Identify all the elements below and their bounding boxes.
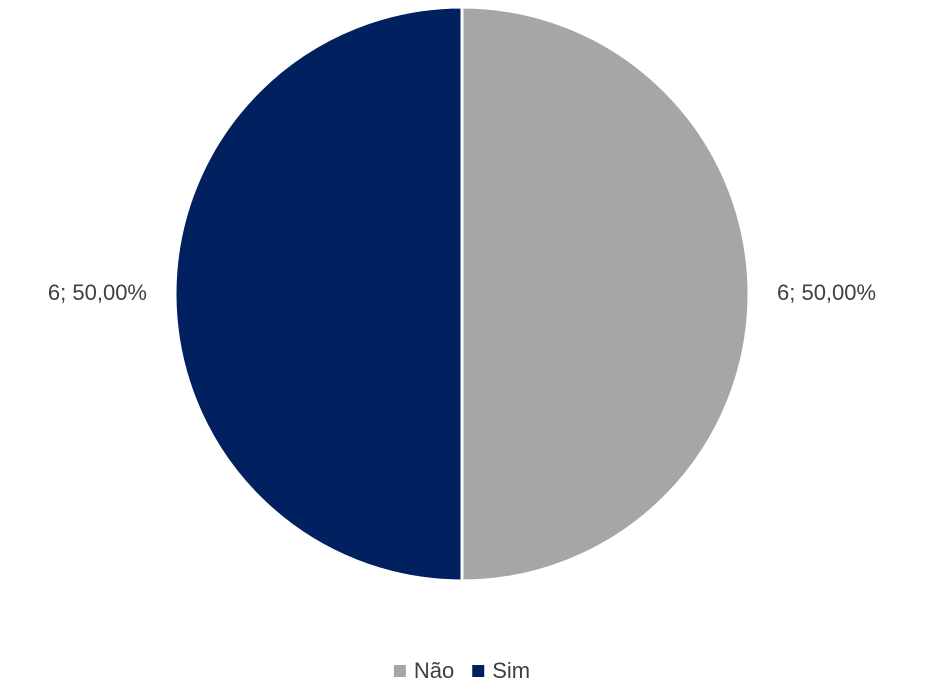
pie-slice-sim bbox=[173, 5, 464, 583]
data-label-nao: 6; 50,00% bbox=[777, 280, 876, 305]
data-labels: 6; 50,00% 6; 50,00% bbox=[48, 280, 876, 305]
pie-slice-nao bbox=[460, 5, 751, 583]
legend-label-sim: Sim bbox=[492, 658, 530, 683]
data-label-sim: 6; 50,00% bbox=[48, 280, 147, 305]
legend-item-sim[interactable]: Sim bbox=[472, 658, 530, 683]
legend-item-nao[interactable]: Não bbox=[393, 658, 454, 683]
pie-slices bbox=[173, 5, 751, 583]
legend-swatch-nao bbox=[393, 665, 406, 677]
legend-label-nao: Não bbox=[414, 658, 454, 683]
legend-swatch-sim bbox=[472, 665, 485, 677]
legend[interactable]: Não Sim bbox=[393, 658, 530, 683]
